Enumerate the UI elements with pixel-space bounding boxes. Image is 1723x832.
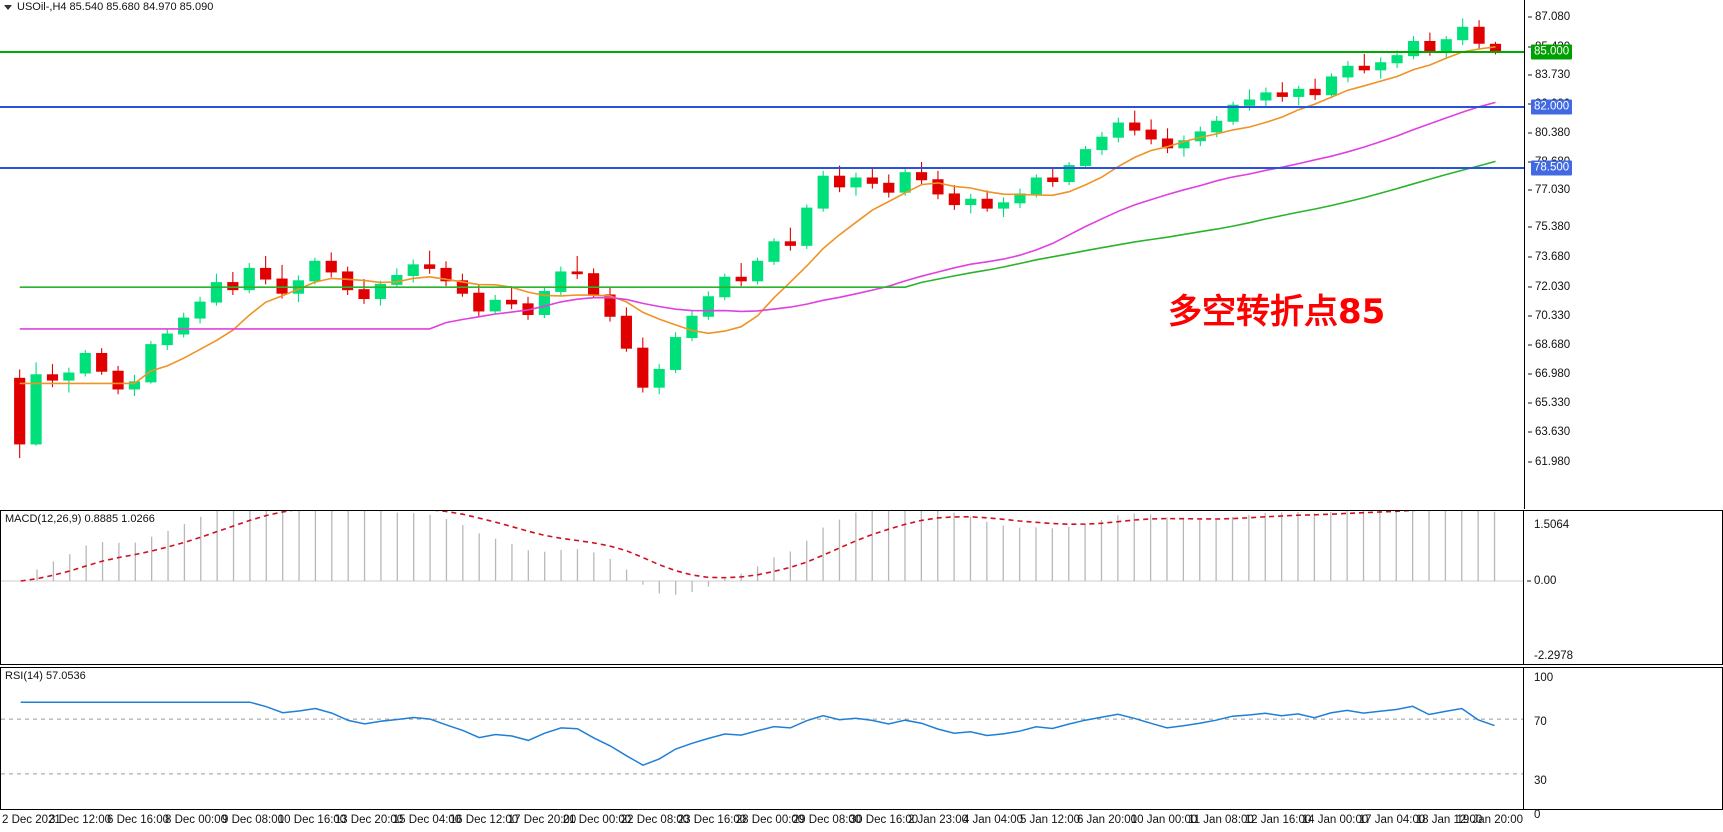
time-axis-label: 6 Dec 16:00 [106,814,170,826]
macd-label: MACD(12,26,9) 0.8885 1.0266 [5,513,155,525]
time-axis-label: 10 Dec 16:00 [277,814,347,826]
time-axis: 2 Dec 2021 3 Dec 12:00 6 Dec 16:00 8 Dec 00… [0,810,1525,832]
time-axis-label: 18 Jan 12:00 [1415,814,1483,826]
time-axis-label: 2 Jan 23:00 [907,814,969,826]
time-axis-label: 28 Dec 00:00 [735,814,805,826]
price-level-line[interactable] [0,167,1525,169]
time-axis-label: 9 Dec 08:00 [221,814,285,826]
time-axis-label: 30 Dec 16:00 [849,814,919,826]
time-axis-label: 29 Dec 08:00 [792,814,862,826]
rsi-y-tick: 0 [1534,809,1541,821]
time-axis-label: 2 Dec 2021 [2,814,61,826]
time-axis-label: 3 Dec 12:00 [48,814,112,826]
time-axis-label: 17 Jan 04:00 [1358,814,1426,826]
rsi-panel[interactable]: RSI(14) 57.0536 100 70 30 0 [0,667,1723,821]
time-axis-label: 11 Jan 08:00 [1188,814,1254,826]
price-level-line[interactable] [0,106,1525,108]
time-axis-label: 5 Jan 12:00 [1019,814,1081,826]
time-axis-label: 19 Jan 20:00 [1456,814,1523,826]
macd-axis-separator [1523,511,1524,664]
symbol-bar: USOil-,H4 85.540 85.680 84.970 85.090 [0,0,213,14]
rsi-series-layer [1,701,1524,775]
price-axis-separator [1524,0,1525,509]
rsi-label: RSI(14) 57.0536 [5,670,86,682]
price-series-layer [14,18,1502,459]
macd-series-layer [1,511,1524,595]
rsi-axis-separator [1523,668,1524,809]
triangle-down-icon[interactable] [4,4,12,10]
time-axis-label: 6 Jan 20:00 [1076,814,1138,826]
time-axis-label: 16 Dec 12:00 [449,814,519,826]
price-chart-panel[interactable]: 87.080 85.430 83.730 82.080 80.380 78.680 77.0… [0,0,1723,509]
symbol-quote-label: USOil-,H4 85.540 85.680 84.970 85.090 [17,1,214,13]
macd-panel[interactable]: MACD(12,26,9) 0.8885 1.0266 1.5064 0.00 -2… [0,510,1723,665]
time-axis-label: 23 Dec 16:00 [677,814,747,826]
rsi-plot-area[interactable] [1,668,1722,809]
chart-annotation-text: 多空转折点85 [1168,292,1386,332]
time-axis-label: 4 Jan 04:00 [962,814,1024,826]
price-level-line[interactable] [0,51,1525,53]
time-axis-label: 8 Dec 00:00 [164,814,228,826]
time-axis-label: 21 Dec 00:00 [562,814,632,826]
price-plot-area[interactable] [0,0,1723,509]
time-axis-label: 12 Jan 16:00 [1244,814,1312,826]
time-axis-label: 13 Dec 20:00 [334,814,404,826]
time-axis-label: 17 Dec 20:00 [507,814,577,826]
time-axis-label: 22 Dec 08:00 [620,814,690,826]
macd-plot-area[interactable] [1,511,1722,664]
time-axis-label: 15 Dec 04:00 [392,814,462,826]
time-axis-label: 14 Jan 00:00 [1301,814,1369,826]
time-axis-label: 10 Jan 00:00 [1130,814,1198,826]
